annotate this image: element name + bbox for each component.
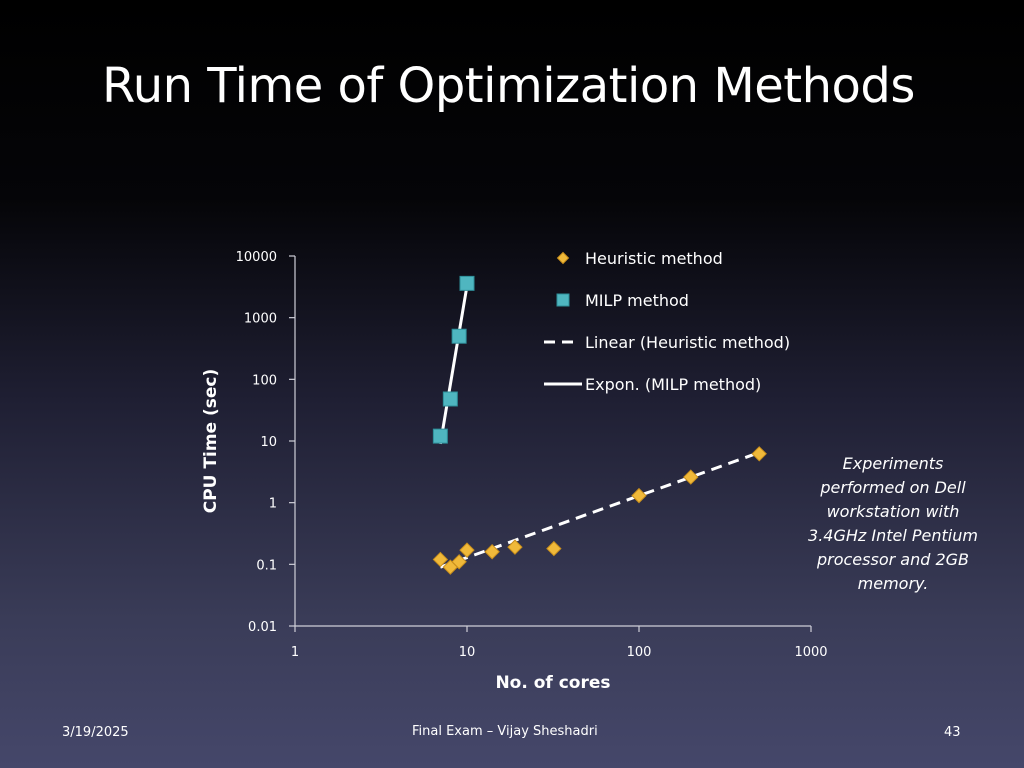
x-tick-label: 100	[627, 645, 652, 660]
milp-point	[451, 328, 467, 344]
x-tick-label: 1	[291, 645, 299, 660]
legend-square-icon	[556, 293, 570, 307]
y-tick-label: 10	[260, 435, 277, 450]
y-tick-label: 1	[269, 497, 277, 512]
heuristic-point	[451, 554, 467, 570]
footer-date: 3/19/2025	[62, 725, 129, 740]
x-tick-label: 10	[459, 645, 476, 660]
trendlines	[438, 285, 760, 569]
milp-trendline	[438, 285, 469, 445]
y-tick-label: 0.1	[256, 558, 277, 573]
slide-title: Run Time of Optimization Methods	[102, 58, 915, 114]
experiment-note: Experiments performed on Dell workstatio…	[808, 454, 978, 593]
legend-diamond-icon	[556, 251, 570, 265]
heuristic-point	[683, 469, 699, 485]
page-number: 43	[944, 725, 961, 740]
y-tick-label: 10000	[236, 250, 277, 265]
milp-point	[459, 275, 475, 291]
x-tick-label: 1000	[794, 645, 827, 660]
legend-label: Linear (Heuristic method)	[585, 333, 790, 352]
legend-label: Heuristic method	[585, 249, 723, 268]
heuristic-point	[546, 540, 562, 557]
milp-point	[442, 391, 458, 407]
chart-axes: 10000 1000 100 10 1 0.1 0.01 1 10 100 1000 No. of c…	[201, 250, 828, 693]
chart-legend: Heuristic method MILP method Linear (Heuri…	[544, 249, 790, 394]
data-markers	[432, 275, 767, 575]
heuristic-point	[751, 446, 767, 462]
y-axis-title: CPU Time (sec)	[201, 369, 221, 514]
legend-label: MILP method	[585, 291, 689, 310]
y-tick-label: 0.01	[248, 620, 277, 635]
x-axis-title: No. of cores	[495, 673, 610, 693]
heuristic-point	[631, 487, 647, 504]
heuristic-point	[432, 551, 449, 568]
y-tick-label: 1000	[244, 312, 277, 327]
heuristic-point	[484, 544, 500, 560]
y-tick-label: 100	[252, 373, 277, 388]
heuristic-point	[507, 539, 523, 555]
legend-label: Expon. (MILP method)	[585, 375, 761, 394]
heuristic-point	[459, 542, 475, 558]
footer-title: Final Exam – Vijay Sheshadri	[412, 724, 598, 739]
milp-point	[432, 428, 448, 444]
